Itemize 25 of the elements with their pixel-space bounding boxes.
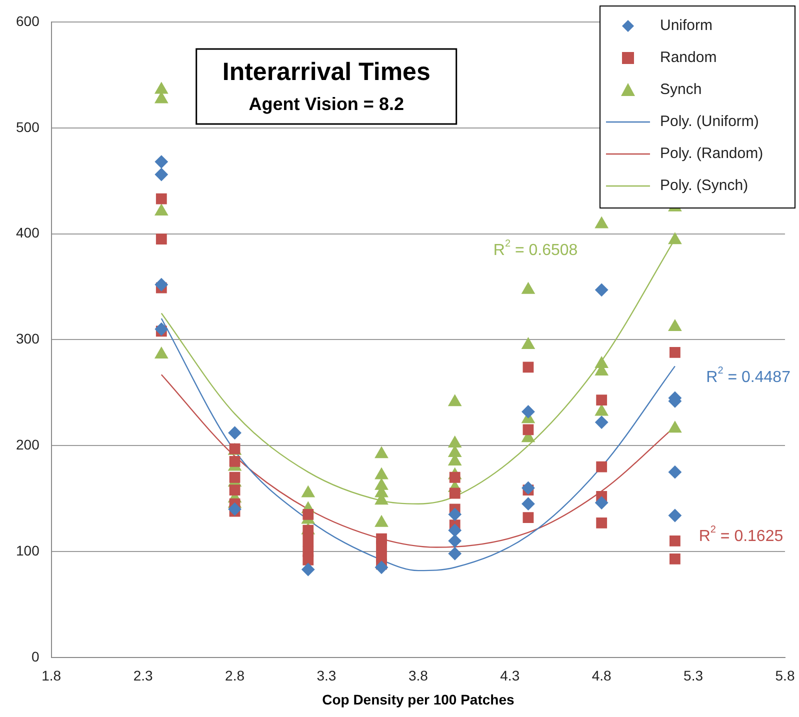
legend-label: Synch — [660, 81, 702, 98]
legend-label: Uniform — [660, 17, 713, 34]
x-axis-title: Cop Density per 100 Patches — [322, 691, 514, 708]
x-tick-label: 3.8 — [408, 668, 428, 684]
legend-label: Poly. (Random) — [660, 145, 764, 162]
y-tick-label: 200 — [16, 436, 40, 452]
legend-label: Random — [660, 49, 717, 66]
x-tick-label: 3.3 — [316, 668, 336, 684]
x-tick-label: 1.8 — [42, 668, 62, 684]
legend-label: Poly. (Synch) — [660, 177, 748, 194]
y-tick-label: 500 — [16, 118, 40, 135]
y-tick-label: 300 — [16, 330, 40, 347]
y-tick-label: 400 — [16, 224, 40, 241]
x-tick-label: 4.3 — [500, 668, 520, 684]
text: Interarrival Times — [222, 58, 430, 86]
x-tick-label: 2.8 — [225, 668, 245, 684]
x-tick-label: 5.8 — [775, 668, 795, 684]
x-tick-label: 5.3 — [684, 668, 704, 684]
legend-label: Poly. (Uniform) — [660, 113, 759, 130]
x-tick-label: 2.3 — [133, 668, 154, 684]
x-tick-label: 4.8 — [592, 668, 612, 684]
text: Agent Vision = 8.2 — [248, 94, 404, 114]
y-tick-label: 0 — [32, 648, 40, 664]
y-tick-label: 100 — [16, 542, 40, 558]
y-tick-label: 600 — [16, 12, 40, 29]
